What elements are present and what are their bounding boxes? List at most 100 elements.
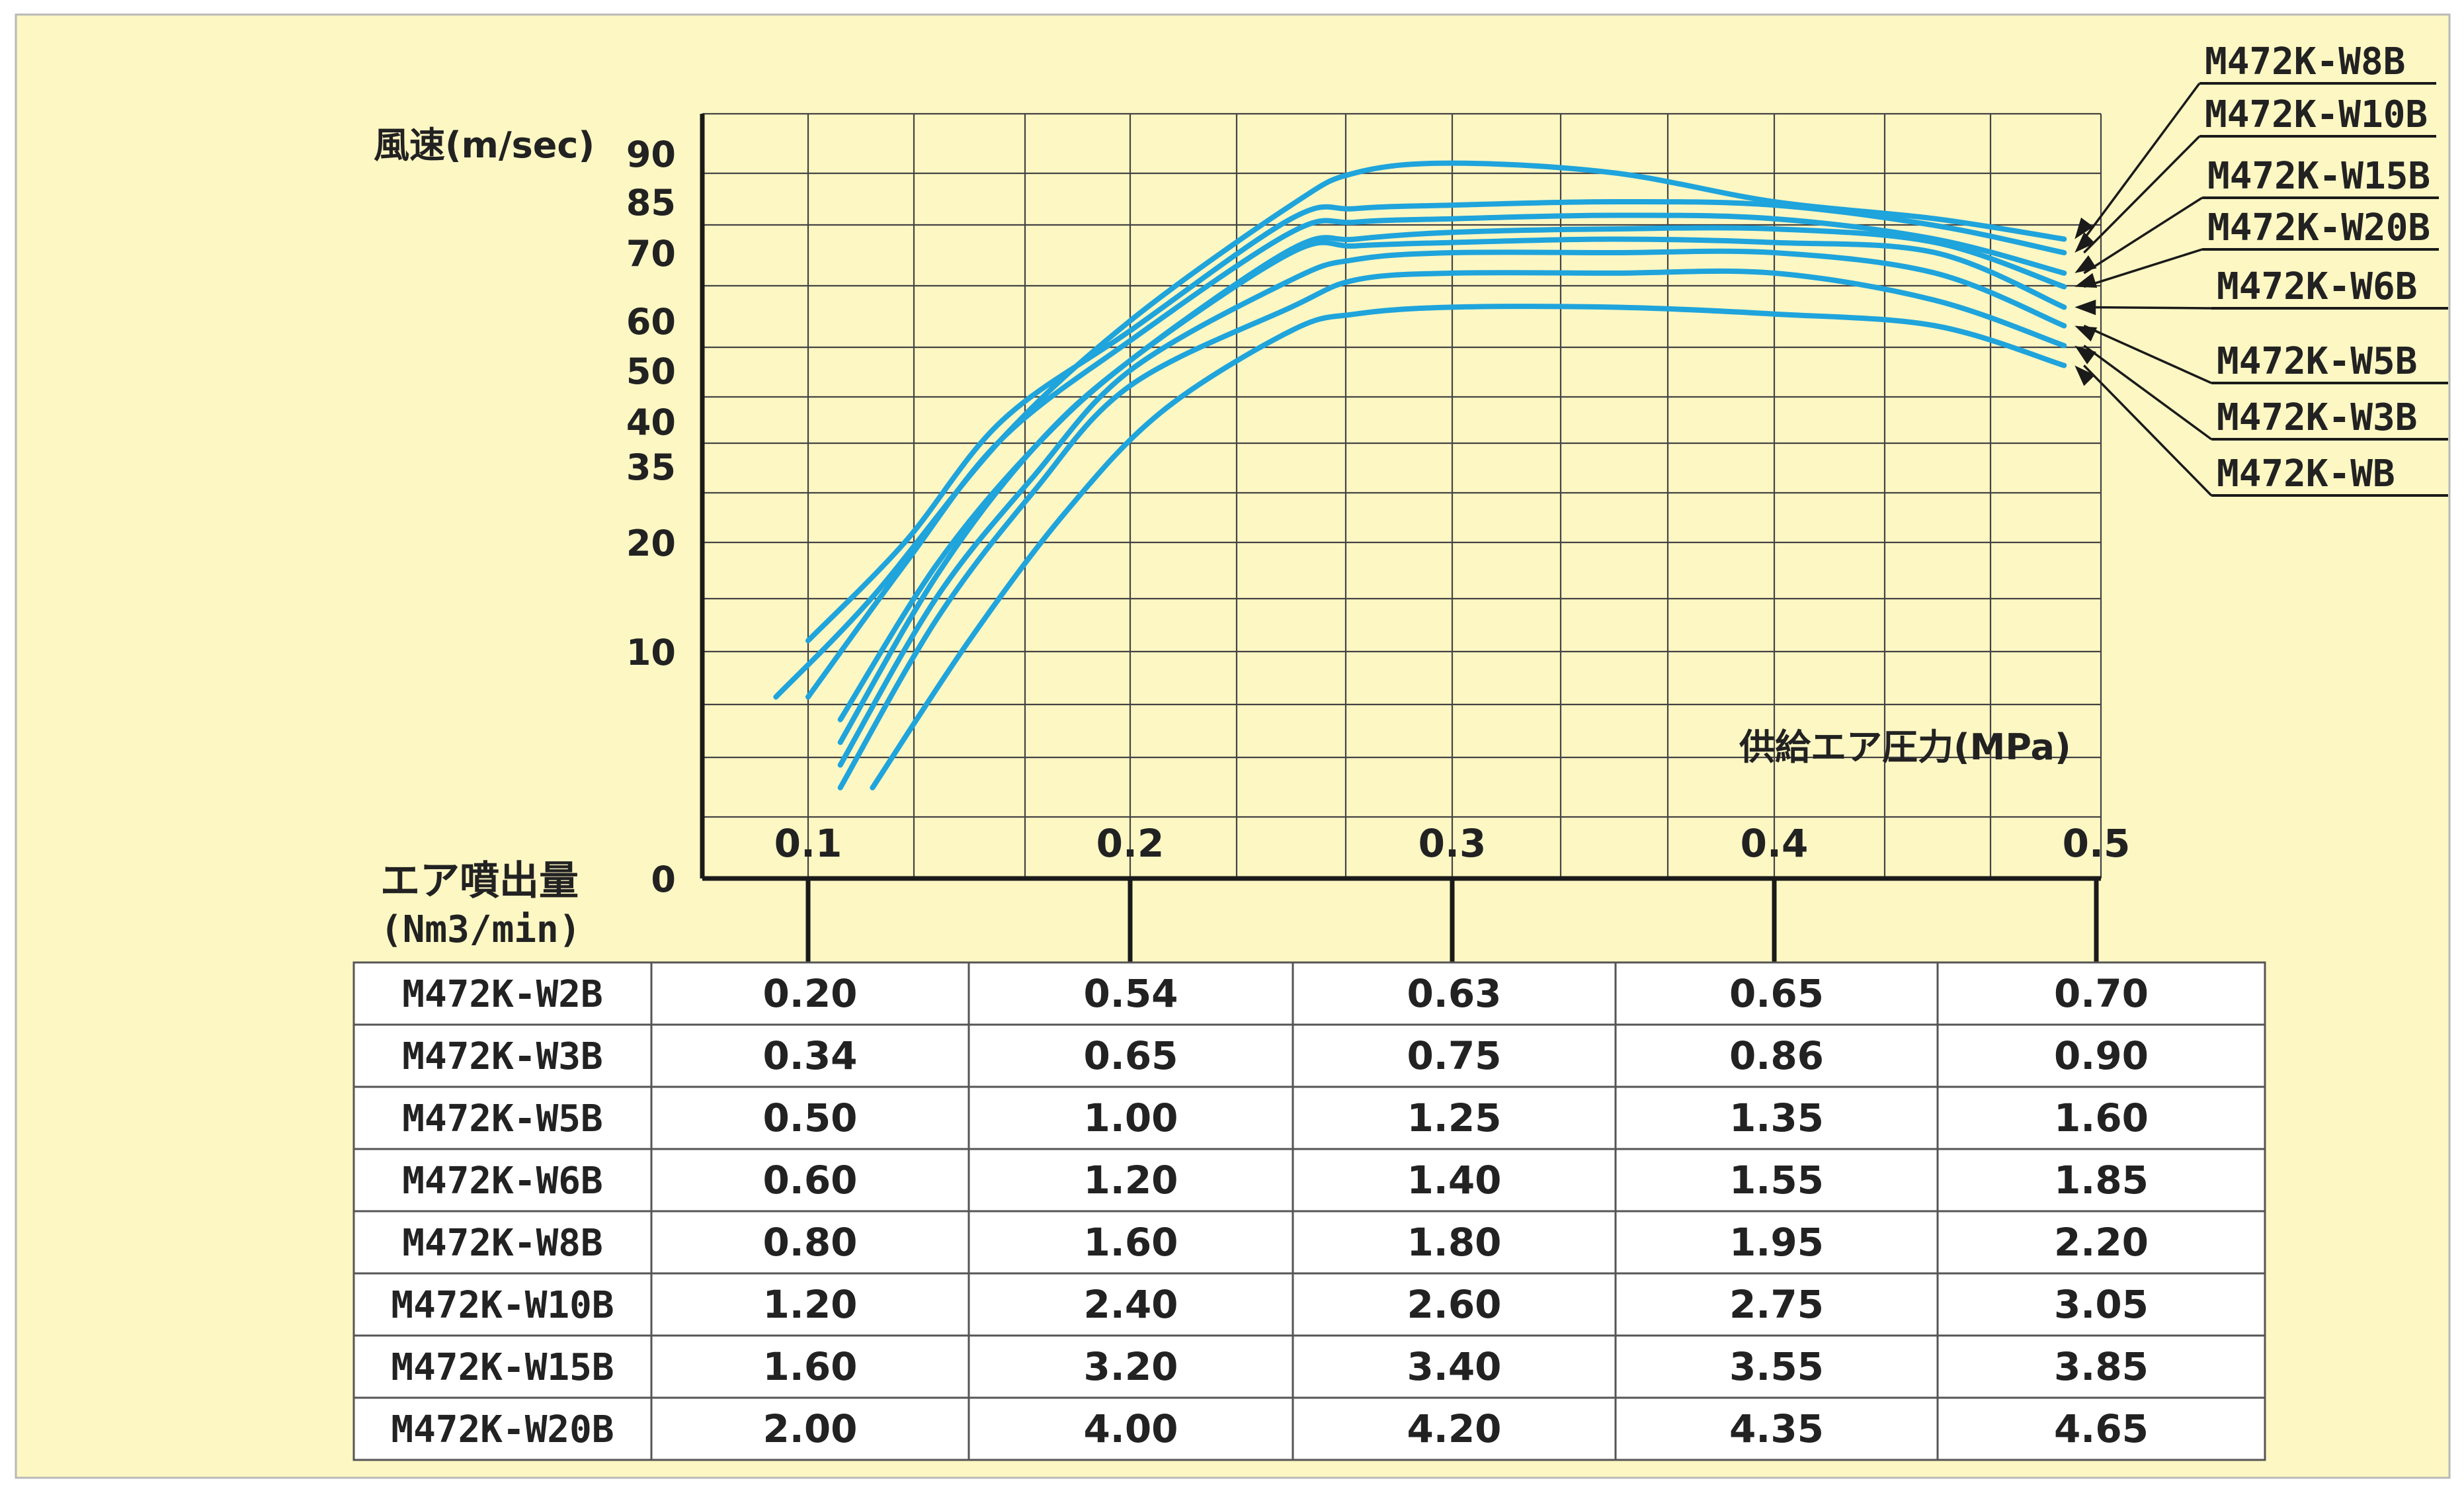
legend-label: M472K-W20B: [2207, 206, 2430, 249]
series-line-m472k-w15b: [805, 212, 2067, 700]
flow-table-title: エア噴出量: [380, 858, 579, 904]
series-line-m472k-w10b: [805, 198, 2067, 644]
table-cell-value: 3.55: [1729, 1344, 1824, 1389]
legend-label: M472K-W3B: [2217, 396, 2417, 439]
table-cell-value: 1.25: [1407, 1095, 1501, 1140]
table-cell-value: 3.20: [1083, 1344, 1178, 1389]
series-line-m472k-wb: [870, 304, 2067, 790]
flow-table: M472K-W2B 0.20 0.54 0.63 0.65 0.70 M472K-W3B 0.…: [352, 961, 2266, 1461]
table-cell-value: 0.34: [762, 1033, 857, 1078]
table-cell-value: 1.00: [1083, 1095, 1178, 1140]
table-row: M472K-W5B 0.50 1.00 1.25 1.35 1.60: [402, 1095, 2149, 1140]
table-cell-value: 1.80: [1407, 1220, 1501, 1265]
table-row: M472K-W2B 0.20 0.54 0.63 0.65 0.70: [402, 971, 2149, 1016]
table-row: M472K-W6B 0.60 1.20 1.40 1.55 1.85: [402, 1158, 2149, 1203]
table-row: M472K-W10B 1.20 2.40 2.60 2.75 3.05: [391, 1282, 2149, 1327]
legend-label: M472K-WB: [2217, 452, 2395, 495]
table-cell-model: M472K-W2B: [402, 973, 602, 1016]
table-cell-value: 0.75: [1407, 1033, 1501, 1078]
table-row: M472K-W20B 2.00 4.00 4.20 4.35 4.65: [391, 1406, 2149, 1451]
series-curves: [773, 160, 2067, 790]
table-cell-value: 0.60: [762, 1158, 857, 1203]
legend-arrow: [2074, 300, 2096, 316]
table-cell-value: 3.85: [2054, 1344, 2149, 1389]
table-cell-value: 0.63: [1407, 971, 1501, 1016]
table-cell-value: 4.00: [1083, 1406, 1178, 1451]
table-cell-value: 1.85: [2054, 1158, 2149, 1203]
x-tick-label: 0.2: [1096, 821, 1165, 866]
table-cell-value: 1.35: [1729, 1095, 1824, 1140]
table-cell-value: 4.35: [1729, 1406, 1824, 1451]
table-cell-value: 3.40: [1407, 1344, 1501, 1389]
legend-leader-line: [2083, 196, 2203, 275]
x-axis-title: 供給エア圧力(MPa): [1739, 726, 2071, 768]
legend-arrow: [2074, 365, 2095, 386]
table-cell-value: 2.75: [1729, 1282, 1824, 1327]
legend-leader-line: [2083, 364, 2213, 497]
legend-arrow: [2074, 345, 2096, 364]
legend-arrow: [2074, 255, 2097, 273]
x-tick-label: 0.5: [2063, 821, 2131, 866]
y-tick-label: 10: [626, 632, 676, 673]
table-cell-model: M472K-W3B: [402, 1035, 602, 1078]
table-cell-model: M472K-W5B: [402, 1097, 602, 1140]
x-tick-label: 0.3: [1418, 821, 1487, 866]
table-cell-value: 2.60: [1407, 1282, 1501, 1327]
legend-leader-line: [2083, 135, 2201, 254]
table-cell-value: 1.95: [1729, 1220, 1824, 1265]
table-cell-value: 4.65: [2054, 1406, 2149, 1451]
table-cell-value: 1.55: [1729, 1158, 1824, 1203]
table-cell-value: 1.60: [2054, 1095, 2149, 1140]
table-row: M472K-W15B 1.60 3.20 3.40 3.55 3.85: [391, 1344, 2149, 1389]
table-cell-value: 2.20: [2054, 1220, 2149, 1265]
legend-leader-line: [2083, 248, 2203, 288]
legend-leader-line: [2083, 324, 2212, 384]
legend-arrow: [2074, 232, 2096, 253]
y-tick-label: 85: [626, 182, 676, 224]
table-cell-value: 0.90: [2054, 1033, 2149, 1078]
legend-leader-line: [2082, 82, 2201, 240]
y-tick-label: 90: [626, 134, 676, 175]
series-line-m472k-w3b: [837, 268, 2067, 790]
series-line-m472k-w6b: [837, 236, 2067, 746]
legend-label: M472K-W5B: [2217, 340, 2417, 383]
legend-leader-line: [2084, 306, 2212, 310]
table-cell-value: 1.40: [1407, 1158, 1501, 1203]
table-cell-value: 2.00: [762, 1406, 857, 1451]
legend: M472K-W8B M472K-W10B M472K-W15B M472K-W20B M…: [2074, 40, 2448, 497]
table-cell-value: 1.20: [762, 1282, 857, 1327]
y-tick-label: 35: [626, 447, 676, 488]
x-tick-labels: 0.1 0.2 0.3 0.4 0.5: [774, 821, 2131, 866]
x-tick-label: 0.4: [1741, 821, 1809, 866]
table-cell-value: 0.86: [1729, 1033, 1824, 1078]
table-cell-model: M472K-W8B: [402, 1222, 602, 1265]
legend-arrow: [2074, 325, 2098, 342]
series-line-m472k-w5b: [837, 248, 2067, 768]
table-cell-value: 0.50: [762, 1095, 857, 1140]
legend-arrow: [2074, 273, 2098, 288]
table-cell-value: 1.60: [762, 1344, 857, 1389]
y-axis-title: 風速(m/sec): [374, 124, 595, 166]
table-cell-value: 0.70: [2054, 971, 2149, 1016]
y-tick-label: 50: [626, 351, 676, 392]
legend-arrow: [2074, 217, 2094, 239]
table-cell-value: 0.65: [1729, 971, 1824, 1016]
table-cell-value: 3.05: [2054, 1282, 2149, 1327]
table-cell-value: 1.20: [1083, 1158, 1178, 1203]
y-tick-label: 20: [626, 523, 676, 564]
table-cell-model: M472K-W20B: [391, 1408, 614, 1451]
legend-label: M472K-W8B: [2205, 40, 2405, 83]
y-tick-label: 0: [651, 859, 676, 900]
table-cell-value: 0.54: [1083, 971, 1178, 1016]
table-cell-value: 4.20: [1407, 1406, 1501, 1451]
table-cell-model: M472K-W6B: [402, 1160, 602, 1203]
legend-label: M472K-W15B: [2207, 155, 2430, 198]
x-tick-label: 0.1: [774, 821, 842, 866]
legend-label: M472K-W10B: [2205, 93, 2428, 136]
table-row: M472K-W8B 0.80 1.60 1.80 1.95 2.20: [402, 1220, 2149, 1265]
legend-leader-line: [2083, 345, 2213, 441]
y-tick-label: 70: [626, 233, 676, 275]
table-cell-value: 1.60: [1083, 1220, 1178, 1265]
